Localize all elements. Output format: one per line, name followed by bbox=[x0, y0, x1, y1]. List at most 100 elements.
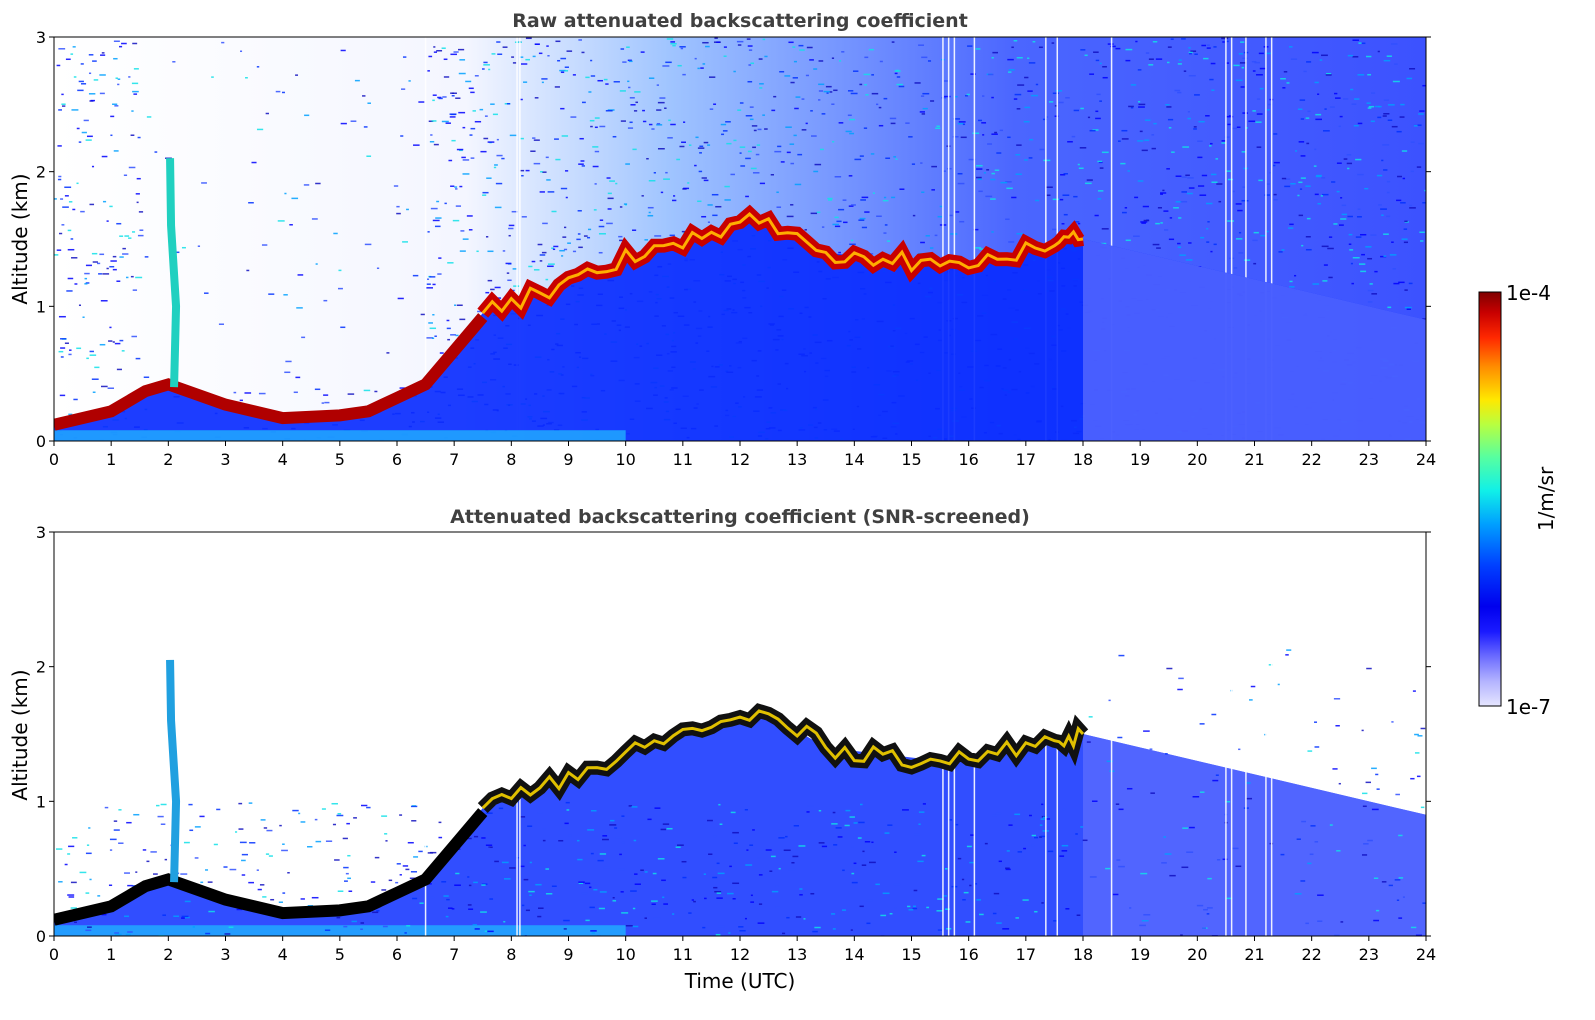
noise-pixel bbox=[125, 933, 131, 936]
noise-pixel bbox=[977, 178, 982, 181]
noise-pixel bbox=[699, 152, 702, 154]
noise-pixel bbox=[131, 335, 138, 338]
noise-pixel bbox=[1121, 211, 1127, 214]
noise-pixel bbox=[730, 173, 735, 176]
noise-pixel bbox=[1193, 126, 1197, 128]
x-tick-label: 0 bbox=[49, 450, 59, 469]
x-tick-label: 6 bbox=[392, 450, 402, 469]
noise-pixel bbox=[644, 917, 647, 919]
noise-pixel bbox=[899, 188, 905, 190]
noise-pixel bbox=[588, 91, 592, 93]
noise-pixel bbox=[154, 151, 158, 153]
noise-pixel bbox=[1177, 63, 1182, 65]
near-surface-band bbox=[54, 430, 626, 441]
noise-pixel bbox=[402, 56, 407, 58]
noise-pixel bbox=[1266, 183, 1270, 185]
noise-pixel bbox=[56, 249, 62, 251]
noise-pixel bbox=[717, 872, 725, 875]
noise-pixel bbox=[86, 844, 90, 846]
noise-pixel bbox=[1339, 115, 1343, 118]
noise-pixel bbox=[1253, 262, 1257, 265]
noise-pixel bbox=[619, 853, 622, 856]
noise-pixel bbox=[194, 826, 201, 828]
noise-pixel bbox=[1095, 59, 1100, 62]
noise-pixel bbox=[467, 876, 470, 878]
noise-pixel bbox=[747, 80, 753, 83]
noise-pixel bbox=[1273, 133, 1278, 135]
noise-pixel bbox=[792, 855, 799, 858]
noise-pixel bbox=[353, 817, 357, 819]
noise-pixel bbox=[1169, 874, 1176, 877]
noise-pixel bbox=[473, 881, 478, 884]
noise-pixel bbox=[108, 884, 113, 887]
noise-pixel bbox=[934, 234, 938, 237]
noise-pixel bbox=[1228, 115, 1232, 117]
noise-pixel bbox=[374, 856, 380, 859]
noise-pixel bbox=[1420, 240, 1424, 242]
noise-pixel bbox=[430, 207, 438, 210]
noise-pixel bbox=[1324, 108, 1327, 110]
noise-pixel bbox=[1178, 677, 1184, 680]
noise-pixel bbox=[666, 827, 673, 830]
noise-pixel bbox=[958, 892, 965, 894]
noise-pixel bbox=[694, 57, 697, 60]
noise-pixel bbox=[999, 129, 1004, 132]
noise-pixel bbox=[793, 825, 799, 827]
noise-pixel bbox=[848, 175, 853, 177]
x-tick-label: 0 bbox=[49, 945, 59, 964]
noise-pixel bbox=[1406, 77, 1413, 80]
noise-pixel bbox=[124, 872, 130, 874]
noise-pixel bbox=[908, 136, 913, 138]
noise-pixel bbox=[1347, 215, 1353, 218]
noise-pixel bbox=[726, 142, 732, 145]
noise-pixel bbox=[640, 869, 644, 871]
noise-pixel bbox=[85, 264, 92, 267]
noise-pixel bbox=[1260, 234, 1267, 237]
noise-pixel bbox=[481, 883, 488, 885]
noise-pixel bbox=[1028, 157, 1033, 159]
noise-pixel bbox=[1364, 187, 1369, 190]
noise-pixel bbox=[450, 53, 457, 56]
noise-pixel bbox=[864, 84, 868, 86]
noise-pixel bbox=[872, 192, 875, 194]
noise-pixel bbox=[1000, 181, 1008, 184]
noise-pixel bbox=[1006, 850, 1010, 852]
noise-pixel bbox=[93, 79, 99, 81]
noise-pixel bbox=[520, 816, 526, 818]
noise-pixel bbox=[452, 219, 460, 222]
noise-pixel bbox=[1186, 192, 1193, 195]
noise-pixel bbox=[1035, 83, 1039, 86]
noise-pixel bbox=[1400, 202, 1406, 204]
x-tick-label: 14 bbox=[844, 450, 864, 469]
noise-pixel bbox=[1124, 207, 1128, 209]
noise-pixel bbox=[268, 855, 273, 857]
noise-pixel bbox=[97, 895, 101, 897]
noise-pixel bbox=[1171, 151, 1175, 153]
noise-pixel bbox=[744, 917, 747, 920]
noise-pixel bbox=[418, 850, 423, 853]
noise-pixel bbox=[1129, 907, 1132, 909]
noise-pixel bbox=[481, 884, 486, 886]
noise-pixel bbox=[681, 141, 686, 144]
noise-pixel bbox=[591, 932, 595, 934]
noise-pixel bbox=[921, 854, 926, 857]
noise-pixel bbox=[85, 852, 92, 855]
noise-pixel bbox=[1396, 899, 1400, 901]
noise-pixel bbox=[114, 342, 121, 345]
noise-pixel bbox=[1210, 62, 1216, 65]
noise-pixel bbox=[249, 842, 256, 844]
noise-pixel bbox=[707, 221, 710, 223]
noise-pixel bbox=[534, 97, 539, 99]
noise-pixel bbox=[275, 90, 281, 93]
noise-pixel bbox=[99, 92, 105, 95]
noise-pixel bbox=[121, 350, 125, 352]
noise-pixel bbox=[99, 253, 105, 256]
noise-pixel bbox=[583, 235, 588, 237]
noise-pixel bbox=[1367, 73, 1372, 76]
noise-pixel bbox=[648, 211, 651, 214]
noise-pixel bbox=[432, 283, 436, 286]
noise-pixel bbox=[539, 254, 546, 256]
noise-pixel bbox=[812, 930, 818, 933]
noise-pixel bbox=[1137, 69, 1142, 71]
noise-pixel bbox=[991, 133, 998, 135]
